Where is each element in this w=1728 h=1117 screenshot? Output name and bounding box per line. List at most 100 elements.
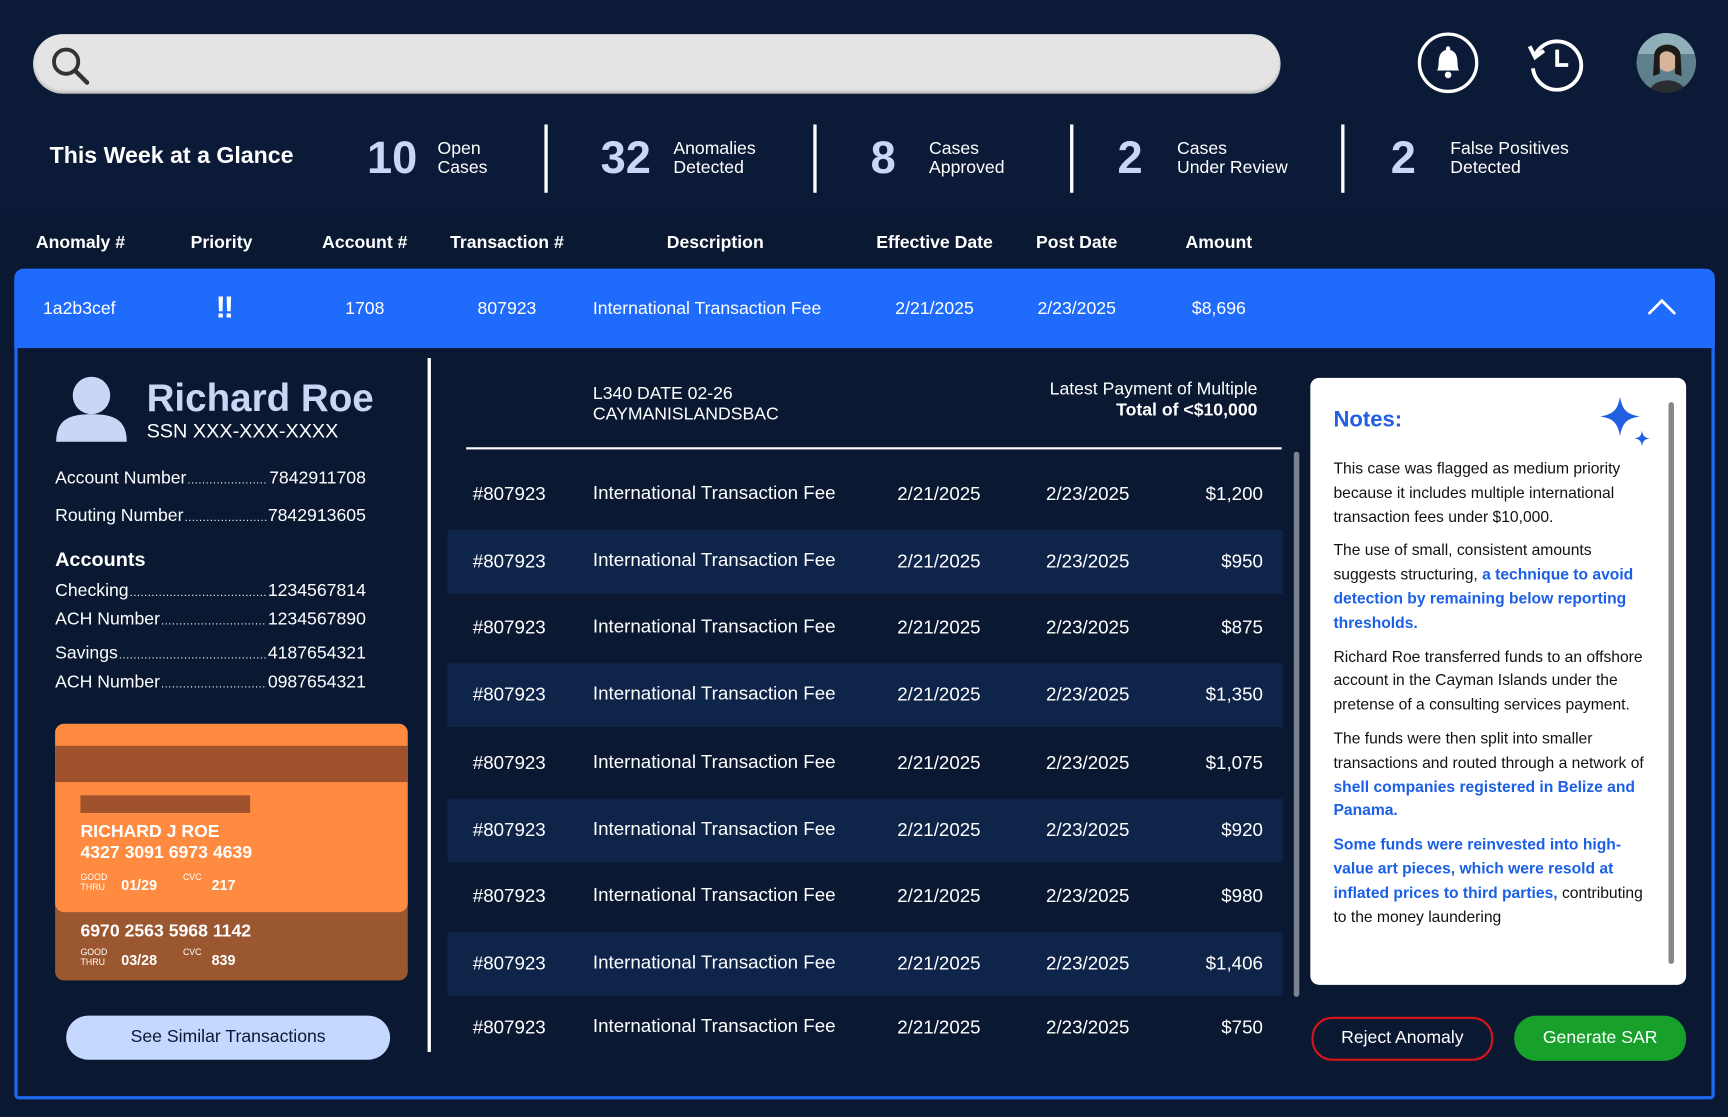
transaction-effective-date: 2/21/2025 (897, 819, 981, 841)
transaction-id[interactable]: #807923 (472, 1016, 546, 1038)
row-cell: $8,696 (1191, 299, 1246, 319)
column-header: Priority (190, 233, 253, 253)
search-icon (52, 47, 90, 85)
field-value: 0987654321 (267, 673, 366, 692)
card-good-thru: THRU (80, 882, 105, 893)
transaction-description: International Transaction Fee (592, 818, 836, 840)
transaction-id[interactable]: #807923 (472, 819, 546, 841)
history-button[interactable] (1525, 33, 1589, 95)
profile-name: Richard Roe (146, 376, 374, 420)
card-good-thru: GOOD (80, 947, 108, 958)
notes-card (1310, 377, 1687, 985)
transaction-effective-date: 2/21/2025 (897, 483, 981, 505)
account-row: Savings 4187654321 (55, 644, 366, 664)
search-bar[interactable] (33, 34, 1281, 94)
notification-button[interactable] (1415, 31, 1481, 97)
transaction-id[interactable]: #807923 (472, 952, 546, 974)
summary-line: Latest Payment of Multiple (1049, 380, 1258, 399)
stat-label: Cases (437, 158, 488, 178)
row-cell: !! (215, 289, 234, 324)
sparkle-icon (1600, 396, 1650, 447)
transaction-row-bg (447, 529, 1283, 594)
transaction-row-bg (447, 663, 1283, 728)
transaction-row-bg (447, 798, 1283, 863)
reject-button[interactable]: Reject Anomaly (1311, 1016, 1494, 1061)
scrollbar[interactable] (1293, 451, 1300, 997)
transaction-post-date: 2/23/2025 (1046, 616, 1130, 638)
notes-paragraph: Richard Roe transferred funds to an offs… (1333, 646, 1655, 718)
transaction-id[interactable]: #807923 (472, 616, 546, 638)
profile-icon (56, 376, 127, 442)
transaction-effective-date: 2/21/2025 (897, 550, 981, 572)
generate-sar-button[interactable]: Generate SAR (1514, 1015, 1687, 1061)
detail-rule (466, 447, 1282, 450)
card-expiry: 01/29 (121, 876, 158, 894)
transaction-id[interactable]: #807923 (472, 885, 546, 907)
stat-label: Detected (673, 158, 744, 178)
transaction-effective-date: 2/21/2025 (897, 952, 981, 974)
notes-paragraph: The use of small, consistent amounts sug… (1333, 540, 1655, 636)
transaction-post-date: 2/23/2025 (1046, 952, 1130, 974)
transaction-description: International Transaction Fee (592, 751, 836, 773)
stat-divider (1341, 124, 1345, 193)
row-cell: 2/23/2025 (1037, 299, 1116, 319)
notes-paragraph: The funds were then split into smaller t… (1333, 728, 1655, 824)
field-value: 4187654321 (267, 644, 366, 664)
row-cell: 2/21/2025 (895, 299, 974, 319)
transaction-row-bg (447, 931, 1283, 996)
card-cvc-label: CVC (182, 872, 202, 883)
field-label: ACH Number (55, 610, 160, 630)
field-label: Routing Number (55, 506, 184, 526)
card-number: 6970 2563 5968 1142 (80, 922, 252, 941)
account-id-row: Account Number 7842911708 (55, 469, 366, 489)
card-cvc: 217 (211, 876, 236, 894)
transaction-id[interactable]: #807923 (472, 550, 546, 572)
transaction-post-date: 2/23/2025 (1046, 885, 1130, 907)
stat-label: Open (437, 139, 481, 159)
transaction-id[interactable]: #807923 (472, 684, 546, 706)
card-holder: RICHARD J ROE (80, 822, 220, 842)
column-header: Anomaly # (35, 233, 126, 253)
field-label: Checking (55, 581, 129, 601)
transaction-description: International Transaction Fee (592, 482, 836, 504)
transaction-amount: $1,350 (1205, 684, 1263, 706)
transaction-post-date: 2/23/2025 (1046, 483, 1130, 505)
notes-text: This case was flagged as medium priority… (1333, 460, 1621, 527)
field-label: ACH Number (55, 673, 160, 692)
card-good-thru: GOOD (80, 872, 108, 883)
accounts-title: Accounts (55, 548, 146, 571)
field-value: 1234567890 (267, 610, 366, 630)
user-avatar[interactable] (1635, 32, 1697, 94)
card-cvc-label: CVC (182, 947, 202, 958)
notes-body: This case was flagged as medium priority… (1333, 458, 1655, 940)
transaction-effective-date: 2/21/2025 (897, 1016, 981, 1038)
transaction-id[interactable]: #807923 (472, 483, 546, 505)
notes-paragraph: This case was flagged as medium priority… (1333, 458, 1655, 530)
transaction-id[interactable]: #807923 (472, 752, 546, 774)
leader-dots (161, 610, 267, 630)
stat-value: 8 (870, 132, 896, 183)
notes-scrollbar[interactable] (1668, 402, 1674, 964)
row-cell: International Transaction Fee (592, 299, 822, 319)
leader-dots (130, 582, 267, 602)
stat-divider (813, 124, 817, 193)
card-cvc: 839 (211, 951, 236, 969)
transaction-amount: $920 (1221, 819, 1263, 841)
selected-row[interactable] (14, 268, 1715, 349)
account-row: ACH Number 0987654321 (55, 673, 366, 693)
transaction-amount: $875 (1221, 616, 1263, 638)
field-value: 7842913605 (267, 506, 366, 526)
stat-value: 2 (1390, 132, 1416, 183)
leader-dots (119, 644, 267, 664)
transaction-post-date: 2/23/2025 (1046, 684, 1130, 706)
transaction-effective-date: 2/21/2025 (897, 684, 981, 706)
column-header: Description (666, 233, 764, 253)
stat-label: Anomalies (673, 139, 756, 159)
see-similar-button[interactable]: See Similar Transactions (66, 1015, 391, 1060)
notes-text: contributing to the money laundering (1333, 884, 1643, 926)
transaction-amount: $1,406 (1205, 952, 1263, 974)
stat-label: Approved (929, 158, 1005, 178)
summary-line: Total of <$10,000 (1116, 400, 1258, 420)
collapse-chevron[interactable] (1646, 297, 1677, 317)
card-good-thru: THRU (80, 957, 105, 968)
